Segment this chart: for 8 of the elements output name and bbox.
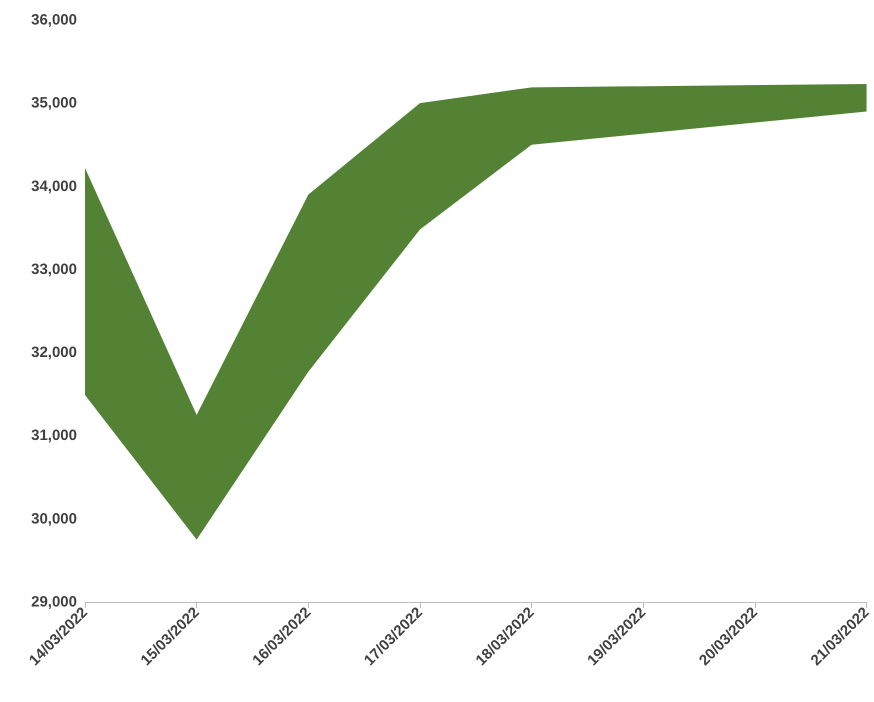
y-tick-label: 34,000 bbox=[31, 178, 77, 195]
y-tick-label: 29,000 bbox=[31, 594, 77, 610]
y-tick-label: 36,000 bbox=[31, 12, 77, 28]
y-tick-label: 35,000 bbox=[31, 94, 77, 112]
y-tick-label: 30,000 bbox=[31, 510, 77, 528]
y-tick-label: 32,000 bbox=[31, 344, 77, 362]
y-tick-label: 33,000 bbox=[31, 260, 77, 278]
y-tick-label: 31,000 bbox=[31, 427, 77, 444]
